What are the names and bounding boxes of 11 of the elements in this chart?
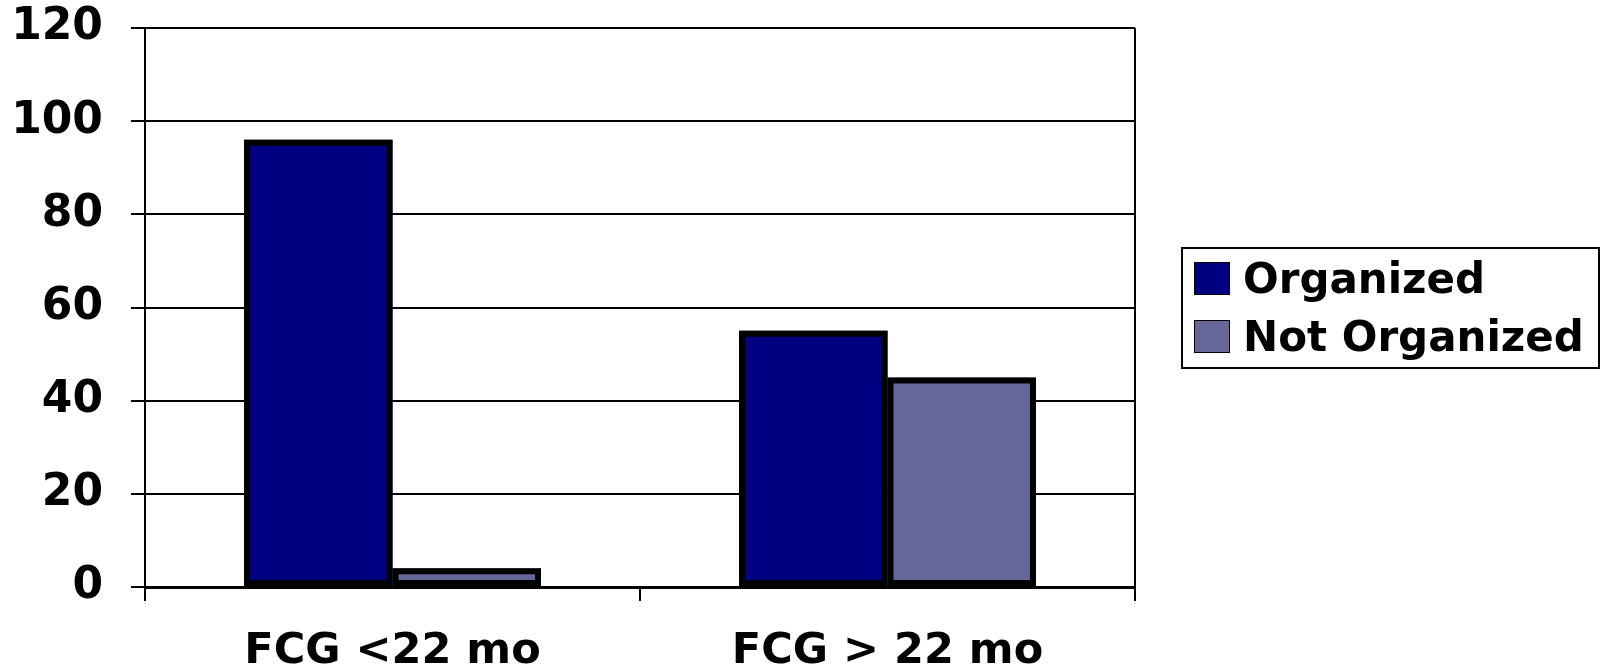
y-tick-label: 0 xyxy=(72,557,103,609)
legend-label: Organized xyxy=(1243,254,1486,303)
y-tick-label: 100 xyxy=(11,91,103,143)
y-tick-label: 120 xyxy=(11,0,103,50)
legend-label: Not Organized xyxy=(1243,312,1584,361)
y-tick-label: 40 xyxy=(41,371,103,423)
y-tick-label: 80 xyxy=(41,184,103,236)
y-tick-label: 60 xyxy=(41,277,103,329)
x-tick-label: FCG <22 mo xyxy=(244,622,541,672)
y-tick-label: 20 xyxy=(41,464,103,516)
x-tick-label: FCG > 22 mo xyxy=(731,622,1044,672)
